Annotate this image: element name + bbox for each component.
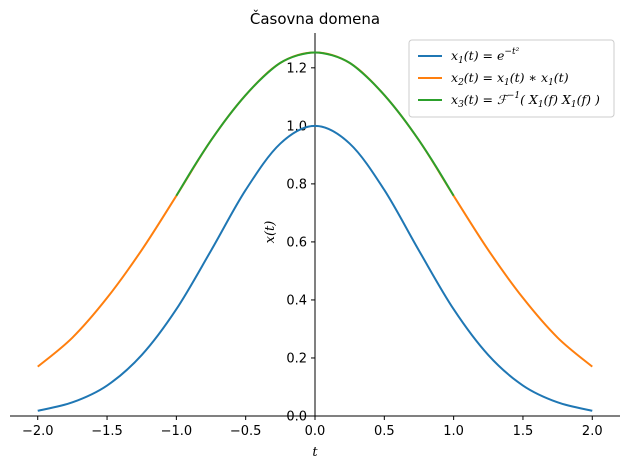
y-tick-label: 0.2 bbox=[286, 351, 307, 366]
legend-label-x1: x1(t) = e−t² bbox=[451, 47, 520, 66]
x-tick-label: 2.0 bbox=[582, 424, 603, 439]
x-tick-label: 1.0 bbox=[443, 424, 464, 439]
series-lines bbox=[37, 51, 593, 412]
y-ticks: 0.0 0.2 0.4 0.6 0.8 1.0 1.2 bbox=[286, 61, 315, 425]
x-tick-label: 0.5 bbox=[374, 424, 395, 439]
series-line-x3 bbox=[175, 51, 455, 197]
x-tick-label: −1.5 bbox=[91, 424, 123, 439]
y-axis-label: x(t) bbox=[263, 221, 278, 244]
x-axis-label: t bbox=[312, 445, 318, 460]
legend: x1(t) = e−t² x2(t) = x1(t) ∗ x1(t) x3(t)… bbox=[408, 39, 615, 118]
series-line-x1 bbox=[37, 124, 593, 412]
y-tick-label: 1.2 bbox=[286, 61, 307, 76]
legend-label-x2: x2(t) = x1(t) ∗ x1(t) bbox=[451, 70, 569, 88]
y-tick-label: 0.8 bbox=[286, 177, 307, 192]
x-tick-label: −2.0 bbox=[22, 424, 54, 439]
x-tick-label: −1.0 bbox=[161, 424, 193, 439]
y-tick-label: 0.6 bbox=[286, 235, 307, 250]
x-tick-label: −0.5 bbox=[230, 424, 262, 439]
y-tick-label: 0.4 bbox=[286, 293, 307, 308]
x-tick-label: 1.5 bbox=[513, 424, 534, 439]
y-tick-label: 1.0 bbox=[286, 119, 307, 134]
legend-label-x3: x3(t) = ℱ−1( X1(f) X1(f) ) bbox=[451, 91, 600, 110]
chart-title: Časovna domena bbox=[250, 9, 380, 28]
x-ticks: −2.0 −1.5 −1.0 −0.5 0.0 0.5 1.0 1.5 2.0 bbox=[22, 416, 603, 439]
legend-frame bbox=[408, 39, 615, 118]
x-tick-label: 0.0 bbox=[305, 424, 326, 439]
y-tick-label: 0.0 bbox=[286, 410, 307, 425]
